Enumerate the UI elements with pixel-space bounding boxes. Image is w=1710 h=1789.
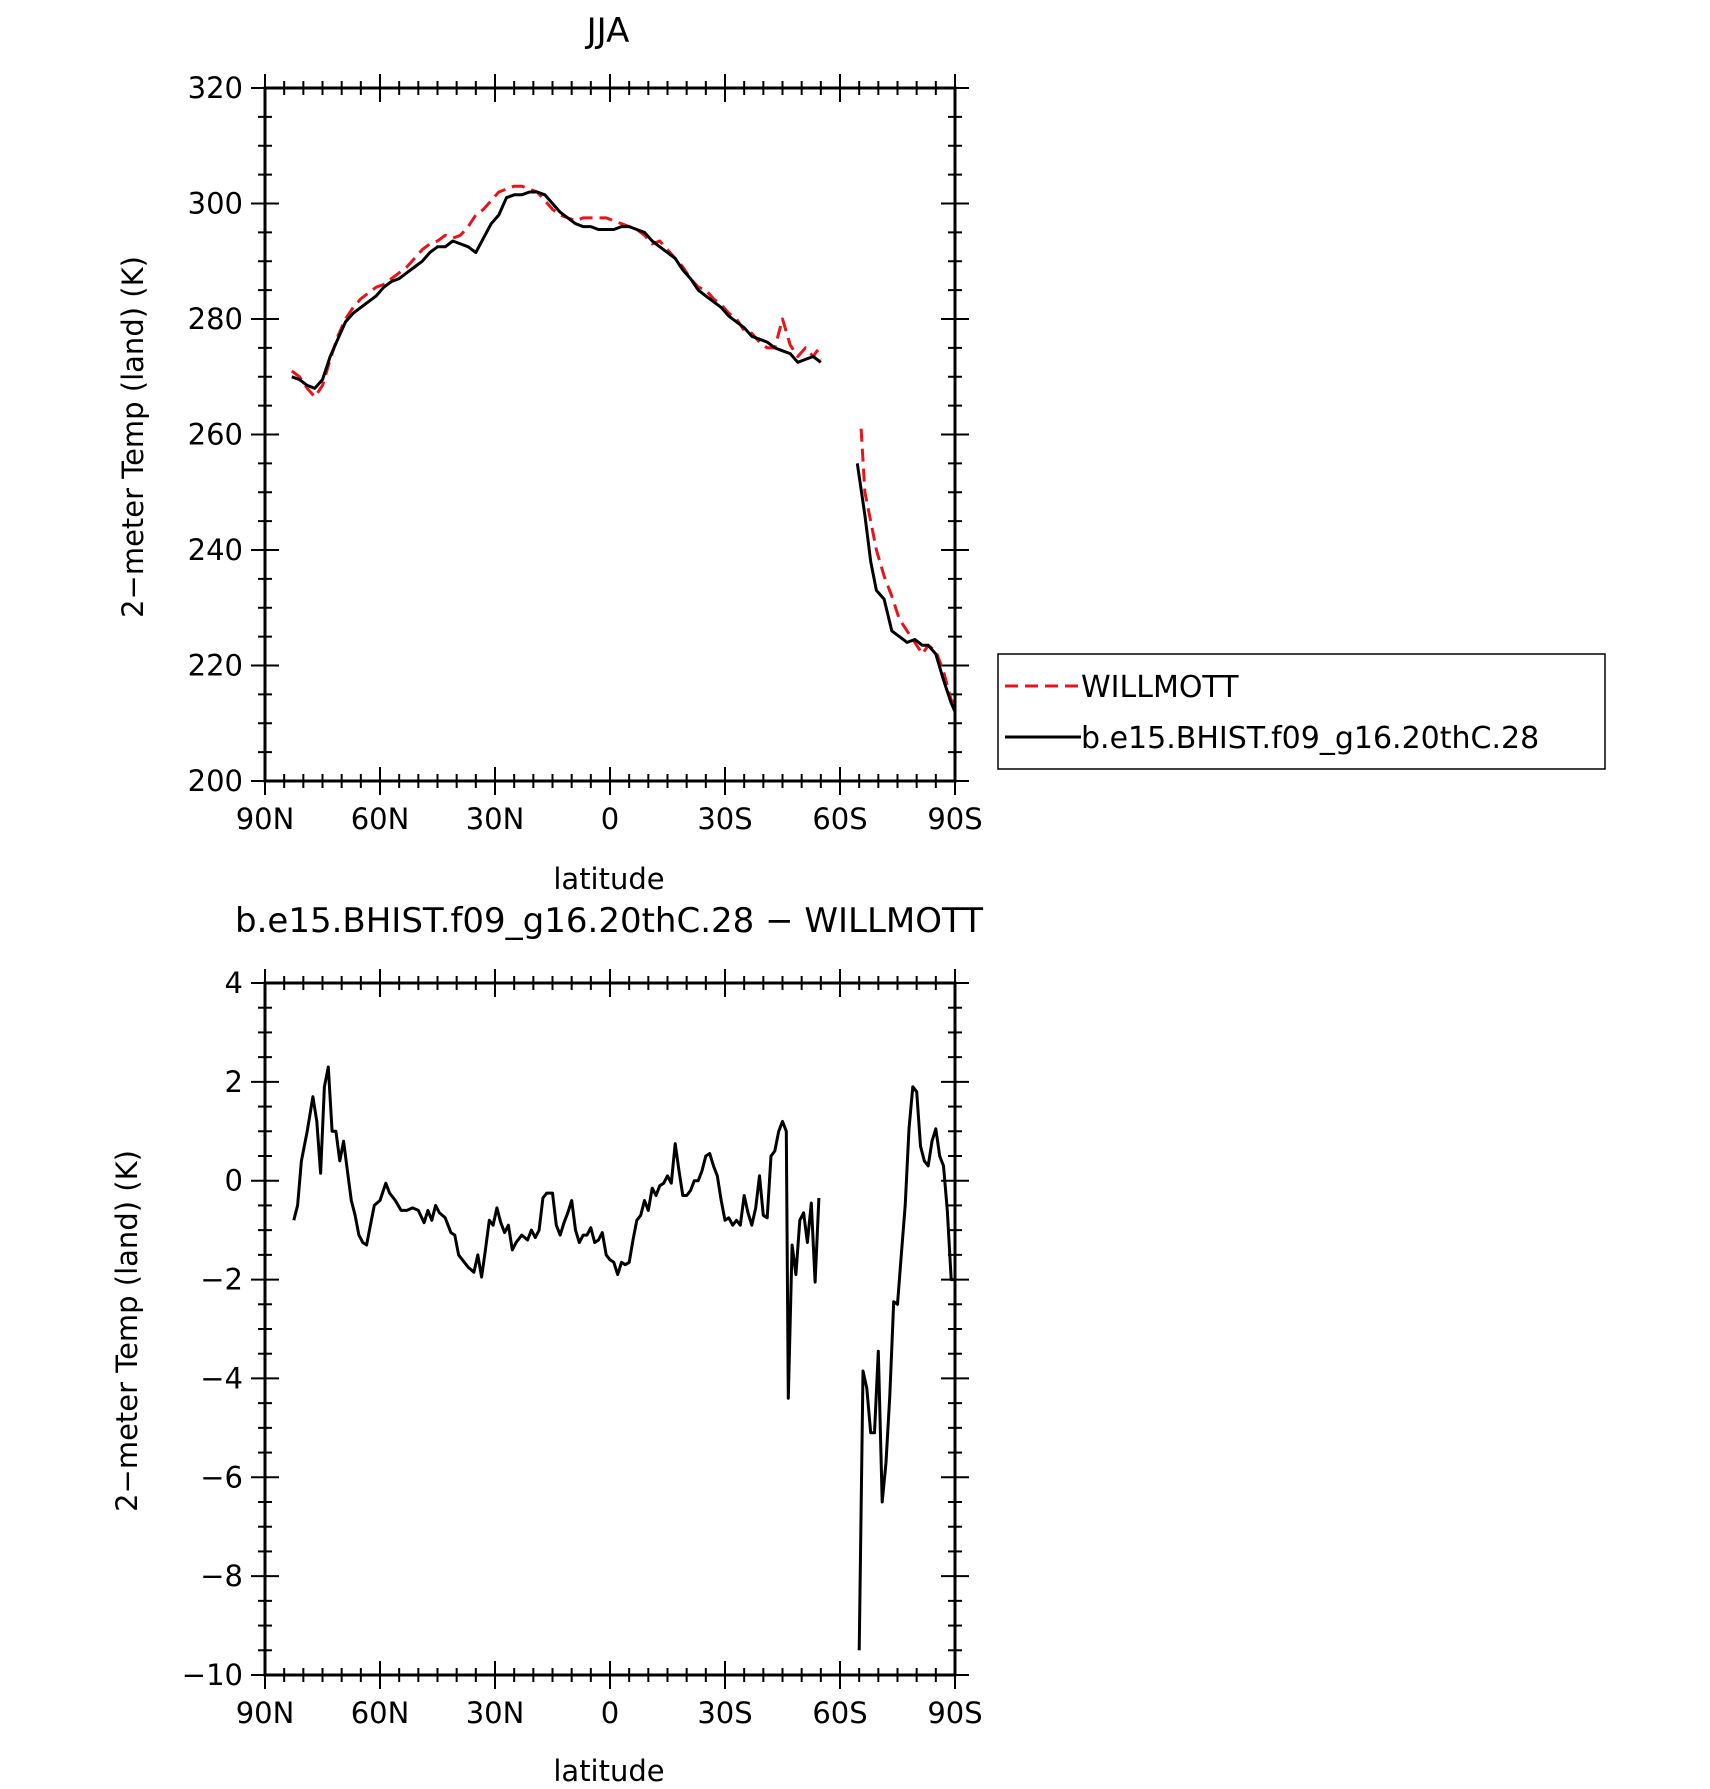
- series-line-0: [857, 1085, 955, 1651]
- x-tick-label: 90S: [927, 1696, 982, 1730]
- top-chart-title: JJA: [585, 11, 630, 51]
- x-tick-label: 60S: [812, 1696, 867, 1730]
- x-tick-label: 30S: [697, 1696, 752, 1730]
- bottom-y-tick-labels: −10 −8 −6 −4 −2 0 2 4: [182, 966, 243, 1692]
- legend-label-willmott: WILLMOTT: [1081, 670, 1239, 705]
- y-tick-label: −6: [200, 1460, 243, 1494]
- x-tick-label: 90N: [236, 802, 295, 836]
- y-tick-label: 220: [188, 649, 243, 683]
- x-tick-label: 90S: [927, 802, 982, 836]
- top-y-tick-labels: 200 220 240 260 280 300 320: [188, 71, 243, 798]
- bottom-plot-frame: [263, 981, 957, 1677]
- legend-box: [997, 653, 1606, 770]
- series-line-0: [859, 428, 956, 705]
- bottom-x-axis-title: latitude: [553, 1754, 664, 1788]
- legend: WILLMOTT b.e15.BHIST.f09_g16.20thC.28: [997, 653, 1606, 770]
- x-tick-label: 0: [601, 802, 619, 836]
- x-tick-label: 60N: [351, 802, 410, 836]
- bottom-data-lines: [292, 1065, 955, 1651]
- top-x-tick-labels: 90N 60N 30N 0 30S 60S 90S: [236, 802, 983, 836]
- y-tick-label: −4: [200, 1361, 243, 1395]
- y-tick-label: 260: [188, 418, 243, 452]
- series-line-0: [290, 184, 823, 399]
- top-data-lines: [290, 184, 957, 713]
- y-tick-label: 2: [225, 1065, 243, 1099]
- x-tick-label: 90N: [236, 1696, 295, 1730]
- y-tick-label: 280: [188, 302, 243, 336]
- y-tick-label: 320: [188, 71, 243, 105]
- bottom-panel: b.e15.BHIST.f09_g16.20thC.28 − WILLMOTT …: [110, 901, 983, 1788]
- y-tick-label: 200: [188, 764, 243, 798]
- y-tick-label: 300: [188, 187, 243, 221]
- y-tick-label: −10: [182, 1658, 243, 1692]
- x-tick-label: 60N: [351, 1696, 410, 1730]
- bottom-chart-title: b.e15.BHIST.f09_g16.20thC.28 − WILLMOTT: [235, 901, 983, 941]
- y-tick-label: 240: [188, 533, 243, 567]
- series-line-0: [292, 1065, 821, 1400]
- x-tick-label: 0: [601, 1696, 619, 1730]
- legend-label-model: b.e15.BHIST.f09_g16.20thC.28: [1081, 721, 1539, 756]
- x-tick-label: 30S: [697, 802, 752, 836]
- top-panel: JJA 2−meter Temp (land) (K) latitude 90N…: [116, 11, 1606, 896]
- x-tick-label: 30N: [466, 802, 525, 836]
- y-tick-label: −2: [200, 1263, 243, 1297]
- y-tick-label: 0: [225, 1164, 243, 1198]
- x-tick-label: 60S: [812, 802, 867, 836]
- bottom-x-tick-labels: 90N 60N 30N 0 30S 60S 90S: [236, 1696, 983, 1730]
- top-plot-frame: [263, 86, 957, 783]
- x-tick-label: 30N: [466, 1696, 525, 1730]
- bottom-y-axis-title: 2−meter Temp (land) (K): [110, 1150, 144, 1512]
- series-line-1: [291, 190, 822, 390]
- y-tick-label: 4: [225, 966, 243, 1000]
- y-tick-label: −8: [200, 1559, 243, 1593]
- series-line-1: [855, 463, 957, 713]
- top-x-axis-title: latitude: [553, 862, 664, 896]
- top-y-axis-title: 2−meter Temp (land) (K): [116, 256, 150, 618]
